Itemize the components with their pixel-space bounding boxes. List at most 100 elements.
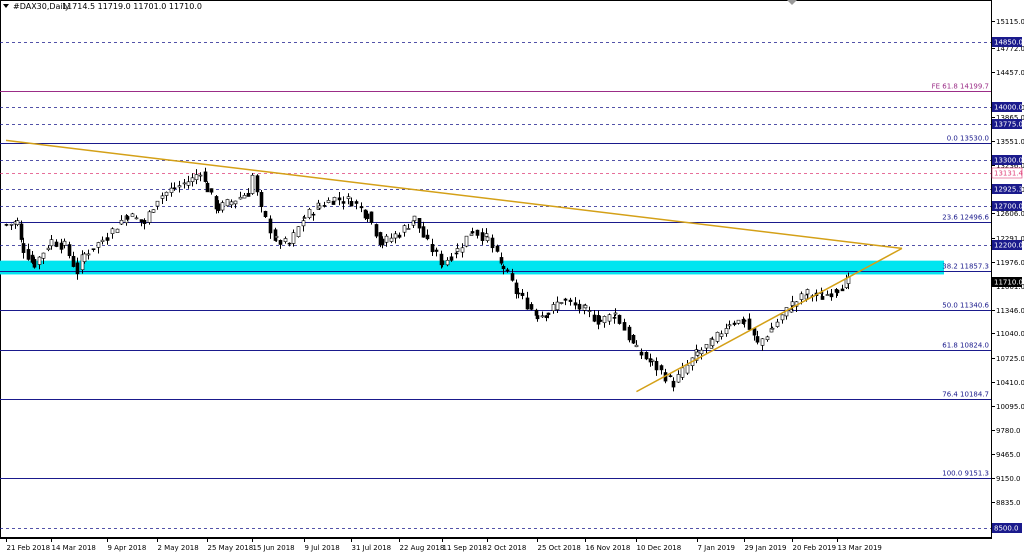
price-tag-label: 13775.0 — [994, 121, 1023, 129]
date-tick-label: 11 Sep 2018 — [443, 544, 487, 552]
date-tick-label: 15 Jun 2018 — [253, 544, 295, 552]
candle-body — [516, 292, 521, 295]
price-tag-label: 12925.3 — [994, 186, 1023, 194]
candle-body — [151, 209, 156, 213]
candle-body — [724, 328, 729, 334]
shift-marker-icon[interactable] — [787, 0, 797, 5]
resistance-trendline[interactable] — [5, 139, 903, 250]
candle-body — [259, 192, 264, 208]
candle-body — [287, 242, 292, 245]
candle-body — [341, 201, 346, 204]
candle-body — [15, 220, 20, 225]
candle-body — [291, 232, 296, 244]
candle-body — [164, 191, 169, 196]
date-tick-label: 31 Jul 2018 — [352, 544, 392, 552]
candle-body — [780, 314, 785, 321]
candle-body — [755, 336, 760, 343]
candle-body — [169, 187, 174, 193]
candle-body — [719, 333, 724, 337]
candle-body — [499, 257, 504, 264]
support-zone — [0, 260, 944, 275]
candle-body — [613, 312, 618, 315]
candle-body — [100, 239, 105, 242]
candle-body — [283, 238, 288, 242]
price-tick-label: 9780.0 — [996, 427, 1021, 435]
candle-body — [263, 210, 268, 218]
candle-body — [229, 201, 234, 206]
fib-level-label: 38.2 11857.3 — [942, 263, 989, 271]
dropdown-icon[interactable] — [3, 4, 9, 8]
date-tick-label: 20 Feb 2019 — [793, 544, 837, 552]
fib-level-label: 23.6 12496.6 — [942, 214, 989, 222]
price-tick-label: 14457.0 — [996, 69, 1024, 77]
candle-body — [37, 256, 42, 265]
candle-body — [67, 244, 72, 257]
price-tick-label: 11040.0 — [996, 330, 1024, 338]
candle-body — [475, 229, 480, 236]
candle-body — [268, 218, 273, 234]
candle-body — [598, 319, 603, 322]
candle-body — [484, 233, 489, 237]
candle-body — [412, 215, 417, 221]
candle-body — [172, 187, 177, 190]
candle-body — [732, 322, 737, 325]
candle-body — [205, 182, 210, 193]
candle-body — [480, 232, 485, 241]
candle-body — [354, 201, 359, 204]
candle-body — [490, 237, 495, 249]
fib-level-label: 0.0 13530.0 — [947, 135, 989, 143]
candle-body — [402, 225, 407, 233]
candle-body — [505, 269, 510, 272]
candle-body — [829, 293, 834, 298]
fib-level-label: 50.0 11340.6 — [942, 302, 989, 310]
candle-body — [250, 174, 255, 194]
candle-body — [32, 259, 37, 268]
candle-body — [460, 247, 465, 253]
date-tick-label: 2 Oct 2018 — [488, 544, 527, 552]
candle-layer — [4, 167, 851, 392]
price-tick-label: 10725.0 — [996, 355, 1024, 363]
candle-body — [747, 318, 752, 330]
candle-body — [501, 265, 506, 270]
candle-body — [186, 181, 191, 186]
zone-layer — [0, 260, 944, 275]
date-tick-label: 25 May 2018 — [208, 544, 254, 552]
candle-body — [454, 252, 459, 255]
candle-body — [397, 234, 402, 238]
candle-body — [182, 182, 187, 185]
price-tag-bg — [992, 523, 1022, 533]
support-trendline[interactable] — [636, 247, 903, 393]
candle-body — [559, 302, 564, 304]
candle-body — [680, 367, 685, 378]
price-tick-label: 13865.0 — [996, 114, 1024, 122]
candle-body — [449, 256, 454, 261]
candle-body — [194, 174, 199, 181]
candle-body — [71, 255, 76, 267]
candle-body — [551, 304, 556, 311]
candle-body — [4, 224, 9, 226]
price-tick-label: 10095.0 — [996, 403, 1024, 411]
candle-body — [464, 235, 469, 247]
candle-body — [216, 203, 221, 211]
candle-body — [96, 242, 101, 248]
trend-layer[interactable] — [5, 139, 903, 393]
candle-body — [274, 235, 279, 238]
price-tick-label: 14772.0 — [996, 45, 1024, 53]
candle-body — [760, 338, 765, 346]
candle-body — [695, 351, 700, 356]
candle-body — [540, 315, 545, 318]
candle-body — [583, 305, 588, 309]
date-tick-label: 7 Jan 2019 — [698, 544, 736, 552]
candle-body — [41, 252, 46, 259]
candle-body — [470, 231, 475, 234]
candle-body — [612, 317, 617, 319]
candle-body — [525, 297, 530, 310]
price-tag-bg — [992, 240, 1022, 250]
price-tick-label: 13236.0 — [996, 162, 1024, 170]
price-tick-label: 9465.0 — [996, 451, 1021, 459]
candle-body — [671, 380, 676, 388]
candle-body — [587, 310, 592, 312]
candle-body — [485, 236, 490, 241]
